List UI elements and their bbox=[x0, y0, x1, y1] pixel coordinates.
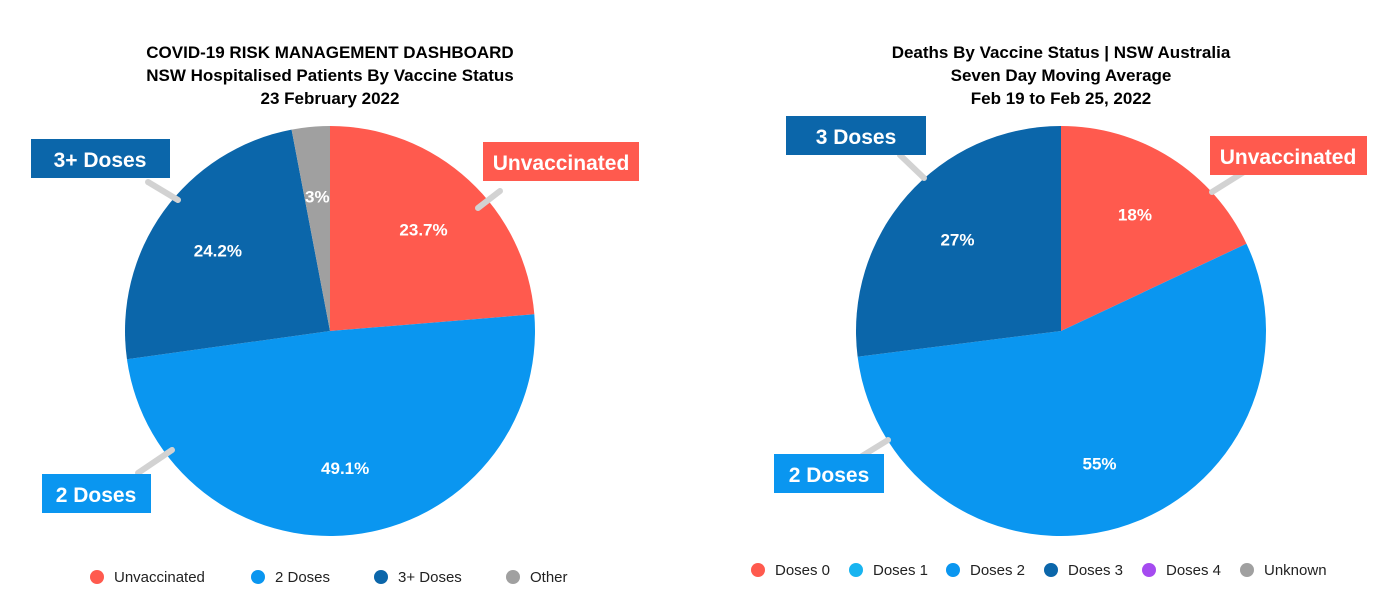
chart2-legend-item-doses-1: Doses 1 bbox=[849, 562, 928, 579]
chart2-slices: 18% 55% 27% bbox=[855, 125, 1266, 536]
chart1-legend-swatch-2-doses bbox=[251, 570, 265, 584]
chart1-legend-swatch-other bbox=[506, 570, 520, 584]
chart2-legend-swatch-doses-2 bbox=[946, 563, 960, 577]
chart1-data-label-unvaccinated: 23.7% bbox=[399, 221, 447, 240]
chart1-data-label-3plus-doses: 24.2% bbox=[194, 242, 242, 261]
chart2-callout-3-doses: 3 Doses bbox=[786, 116, 926, 155]
chart1-slice-2-doses bbox=[126, 314, 536, 537]
chart2-leader-2-doses bbox=[859, 437, 891, 459]
chart2-legend-label-doses-1: Doses 1 bbox=[873, 562, 928, 579]
chart2-leader-3-doses bbox=[897, 152, 927, 181]
chart1-slice-other bbox=[291, 126, 330, 331]
chart2-callout-2-doses-label: 2 Doses bbox=[789, 464, 870, 487]
chart1-date: 23 February 2022 bbox=[261, 89, 400, 108]
chart2-date: Feb 19 to Feb 25, 2022 bbox=[971, 89, 1151, 108]
chart2-slice-doses-0 bbox=[1061, 126, 1247, 331]
chart2-legend-label-doses-0: Doses 0 bbox=[775, 562, 830, 579]
chart1-subtitle: NSW Hospitalised Patients By Vaccine Sta… bbox=[146, 66, 514, 85]
chart2-callout-unvaccinated: Unvaccinated bbox=[1210, 136, 1367, 175]
chart1-callout-unvaccinated-label: Unvaccinated bbox=[493, 152, 630, 175]
chart1-legend-label-unvaccinated: Unvaccinated bbox=[114, 569, 205, 586]
chart2-data-label-doses-2: 55% bbox=[1082, 455, 1116, 474]
chart2-legend-item-doses-2: Doses 2 bbox=[946, 562, 1025, 579]
chart1-slice-3plus-doses bbox=[124, 129, 330, 360]
chart1-callout-2-doses-label: 2 Doses bbox=[56, 484, 137, 507]
chart1-legend-item-2-doses: 2 Doses bbox=[251, 569, 330, 586]
chart1-legend: Unvaccinated 2 Doses 3+ Doses Other bbox=[90, 569, 568, 586]
chart2-callout-unvaccinated-label: Unvaccinated bbox=[1220, 146, 1357, 169]
chart1-legend-item-unvaccinated: Unvaccinated bbox=[90, 569, 205, 586]
chart1-callout-unvaccinated: Unvaccinated bbox=[483, 142, 639, 181]
chart1-legend-label-other: Other bbox=[530, 569, 568, 586]
chart2-title: Deaths By Vaccine Status | NSW Australia bbox=[892, 43, 1231, 62]
chart2-leader-unvaccinated bbox=[1209, 169, 1247, 195]
chart1-legend-swatch-3plus-doses bbox=[374, 570, 388, 584]
chart1-legend-item-other: Other bbox=[506, 569, 568, 586]
hospitalised-pie-chart: COVID-19 RISK MANAGEMENT DASHBOARD NSW H… bbox=[31, 43, 639, 586]
chart2-legend-swatch-doses-1 bbox=[849, 563, 863, 577]
chart1-data-label-2-doses: 49.1% bbox=[321, 459, 369, 478]
chart1-legend-item-3plus-doses: 3+ Doses bbox=[374, 569, 462, 586]
chart2-callout-2-doses: 2 Doses bbox=[774, 454, 884, 493]
chart2-data-label-doses-3: 27% bbox=[940, 231, 974, 250]
chart1-slice-unvaccinated bbox=[330, 126, 535, 331]
chart2-subtitle: Seven Day Moving Average bbox=[951, 66, 1172, 85]
chart2-legend-swatch-doses-3 bbox=[1044, 563, 1058, 577]
chart2-slice-doses-2 bbox=[857, 243, 1266, 536]
chart1-legend-label-2-doses: 2 Doses bbox=[275, 569, 330, 586]
chart1-callout-2-doses: 2 Doses bbox=[42, 474, 151, 513]
chart2-legend-item-unknown: Unknown bbox=[1240, 562, 1327, 579]
chart1-callout-3plus-doses-label: 3+ Doses bbox=[54, 149, 147, 172]
chart1-slices: 23.7% 49.1% 24.2% 3% bbox=[124, 126, 536, 537]
chart2-legend-item-doses-0: Doses 0 bbox=[751, 562, 830, 579]
chart1-data-label-other: 3% bbox=[305, 188, 330, 207]
chart1-legend-label-3plus-doses: 3+ Doses bbox=[398, 569, 462, 586]
chart2-callout-3-doses-label: 3 Doses bbox=[816, 126, 897, 149]
chart1-legend-swatch-unvaccinated bbox=[90, 570, 104, 584]
chart1-title: COVID-19 RISK MANAGEMENT DASHBOARD bbox=[146, 43, 513, 62]
chart2-slice-doses-3 bbox=[855, 125, 1061, 357]
chart2-legend-label-doses-4: Doses 4 bbox=[1166, 562, 1221, 579]
chart2-legend-swatch-unknown bbox=[1240, 563, 1254, 577]
chart1-callout-3plus-doses: 3+ Doses bbox=[31, 139, 170, 178]
chart2-legend-item-doses-4: Doses 4 bbox=[1142, 562, 1221, 579]
chart2-legend-swatch-doses-4 bbox=[1142, 563, 1156, 577]
chart2-legend: Doses 0 Doses 1 Doses 2 Doses 3 Doses 4 … bbox=[751, 562, 1327, 579]
chart2-data-label-doses-0: 18% bbox=[1118, 205, 1152, 224]
chart1-leader-2-doses bbox=[135, 447, 175, 476]
chart1-leader-unvaccinated bbox=[475, 188, 503, 211]
chart2-legend-item-doses-3: Doses 3 bbox=[1044, 562, 1123, 579]
chart2-legend-swatch-doses-0 bbox=[751, 563, 765, 577]
deaths-pie-chart: Deaths By Vaccine Status | NSW Australia… bbox=[751, 43, 1367, 579]
chart1-leader-3plus-doses bbox=[145, 179, 181, 203]
chart2-legend-label-unknown: Unknown bbox=[1264, 562, 1327, 579]
chart2-legend-label-doses-2: Doses 2 bbox=[970, 562, 1025, 579]
chart2-legend-label-doses-3: Doses 3 bbox=[1068, 562, 1123, 579]
